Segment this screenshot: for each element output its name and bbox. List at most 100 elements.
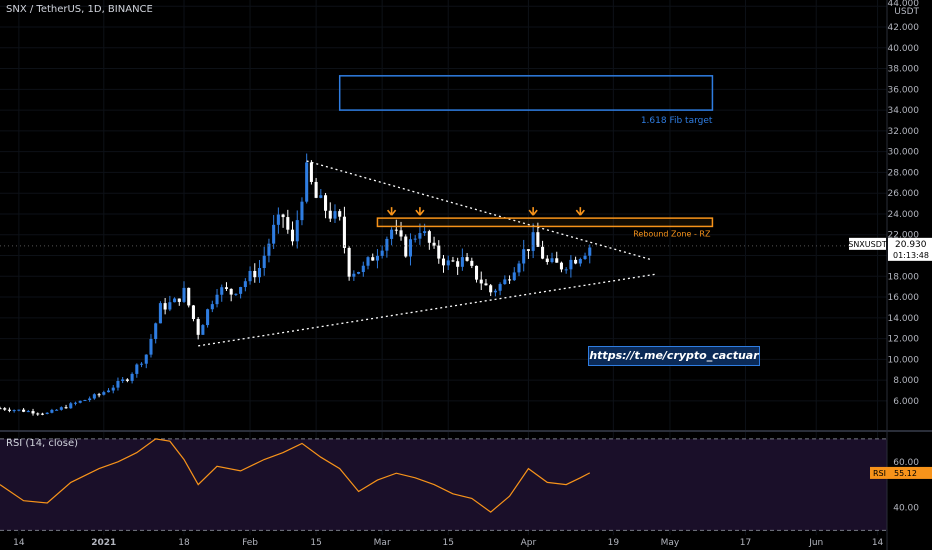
rsi-value-tag[interactable]: RSI 55.12	[870, 466, 932, 479]
price-tag-text: 20.930	[895, 240, 927, 250]
symbol-tag-bg	[849, 237, 886, 250]
candle-body	[295, 220, 299, 242]
candle-body	[536, 232, 540, 247]
candle-body	[328, 210, 332, 219]
candle-body	[154, 323, 158, 339]
candle-body	[314, 181, 318, 198]
candle-body	[234, 293, 238, 295]
candle-body	[111, 387, 115, 391]
candle-body	[300, 201, 304, 221]
candle-body	[31, 411, 35, 414]
candle-body	[423, 231, 427, 234]
price-axis-ticks: 6.000 8.000 10.000 12.000 14.000 16.000 18.000…	[888, 0, 920, 407]
candles-group	[0, 153, 592, 416]
candle-body	[36, 413, 40, 415]
price-tick-label: 26.000	[888, 189, 920, 199]
candle-body	[196, 318, 200, 335]
fib-target-label: 1.618 Fib target	[641, 116, 713, 126]
candle-body	[78, 400, 82, 403]
price-tick-label: 16.000	[888, 293, 920, 303]
time-tick-label: 15	[310, 538, 321, 548]
price-tick-label: 14.000	[888, 314, 920, 324]
candle-body	[564, 269, 568, 271]
price-tick-label: 18.000	[888, 272, 920, 282]
candle-body	[413, 238, 417, 240]
time-tick-label: May	[661, 538, 680, 548]
rebound-zone-box[interactable]	[376, 217, 714, 228]
fib-target-box[interactable]	[338, 75, 714, 111]
candle-body	[187, 287, 191, 306]
candle-body	[375, 255, 379, 261]
candle-body	[371, 257, 375, 261]
candle-body	[59, 407, 63, 410]
candle-body	[22, 409, 26, 412]
candle-body	[229, 288, 233, 295]
price-tick-label: 44.000	[888, 0, 920, 9]
arrow-down-icon	[415, 207, 425, 216]
rsi-overbought-oversold-band	[0, 438, 887, 531]
candle-body	[588, 247, 592, 256]
symbol-price-tag[interactable]: SNXUSDT 20.930 01:13:48	[848, 237, 932, 261]
telegram-link[interactable]: https://t.me/crypto_cactuar	[588, 346, 760, 366]
candle-body	[460, 257, 464, 267]
candle-body	[182, 287, 186, 302]
candle-body	[173, 298, 177, 303]
candle-body	[130, 373, 134, 381]
candle-body	[347, 247, 351, 277]
descending-trendline	[306, 160, 652, 261]
candle-body	[489, 285, 493, 293]
candle-body	[380, 250, 384, 256]
candle-body	[512, 272, 516, 281]
candle-body	[206, 309, 210, 326]
rsi-tick-label: 40.00	[893, 504, 919, 514]
candle-body	[522, 249, 526, 264]
candle-body	[545, 258, 549, 262]
candle-body	[168, 302, 172, 310]
candle-body	[503, 279, 507, 285]
rebound-zone-label: Rebound Zone - RZ	[633, 229, 711, 238]
candle-body	[583, 255, 587, 259]
candle-body	[437, 245, 441, 259]
candle-body	[517, 263, 521, 273]
rsi-axis-ticks: 40.00 60.00	[893, 458, 919, 514]
candle-body	[493, 290, 497, 293]
candle-body	[290, 229, 295, 242]
time-tick-label: Apr	[521, 538, 537, 548]
candle-body	[88, 398, 92, 401]
candle-body	[135, 364, 139, 374]
candle-body	[305, 162, 309, 202]
candle-body	[26, 411, 30, 413]
price-tick-label: 42.000	[888, 23, 920, 33]
candle-body	[45, 412, 49, 414]
price-tick-label: 8.000	[893, 376, 919, 386]
candle-body	[144, 354, 148, 364]
candle-body	[253, 270, 257, 278]
candle-body	[55, 409, 59, 411]
time-tick-label: 15	[442, 538, 453, 548]
candle-body	[3, 408, 7, 410]
candle-body	[541, 246, 545, 259]
countdown-text: 01:13:48	[893, 251, 929, 260]
price-tick-label: 28.000	[888, 168, 920, 178]
candle-body	[366, 257, 370, 266]
candle-body	[158, 303, 162, 324]
candle-body	[267, 243, 271, 256]
candle-body	[559, 262, 563, 270]
rsi-title: RSI (14, close)	[6, 438, 79, 449]
price-tick-label: 6.000	[893, 397, 919, 407]
candle-body	[432, 242, 436, 246]
time-tick-label: Jun	[808, 538, 823, 548]
symbol-title: SNX / TetherUS, 1D, BINANCE	[6, 4, 153, 15]
price-tick-label: 22.000	[888, 231, 920, 241]
candle-body	[220, 287, 224, 295]
candle-body	[390, 229, 394, 239]
price-tag-bg	[888, 237, 932, 261]
candle-body	[7, 409, 11, 411]
price-tick-label: 10.000	[888, 355, 920, 365]
candle-body	[352, 273, 356, 277]
price-tick-label: 40.000	[888, 44, 920, 54]
candle-body	[418, 233, 422, 239]
candle-body	[281, 214, 285, 218]
rsi-tag-bg	[870, 466, 932, 479]
